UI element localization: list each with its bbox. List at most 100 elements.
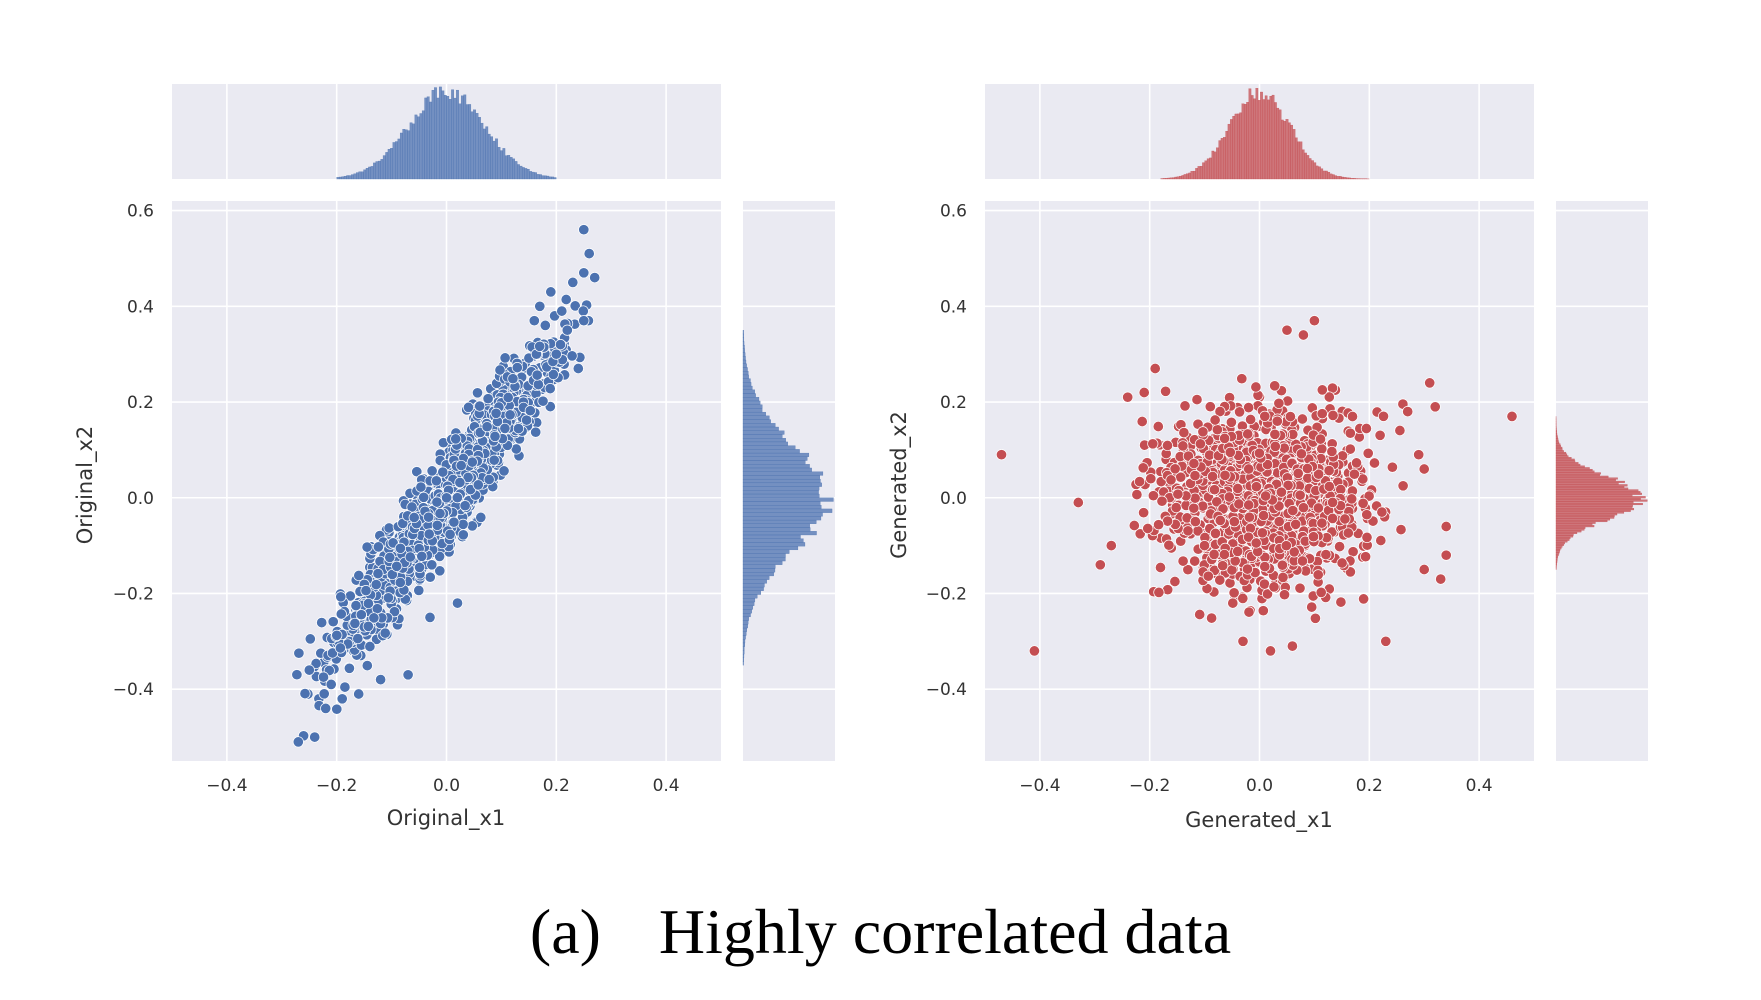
data-point bbox=[1297, 329, 1309, 341]
data-point bbox=[1308, 315, 1320, 327]
y-tick-label: −0.2 bbox=[113, 584, 154, 604]
data-point bbox=[423, 528, 435, 540]
y-histogram-bar bbox=[1555, 520, 1608, 523]
x-histogram-bar bbox=[348, 175, 352, 180]
x-histogram-bar bbox=[487, 133, 491, 180]
x-histogram-bar bbox=[1225, 131, 1229, 180]
y-histogram-bar bbox=[1555, 506, 1633, 509]
y-histogram-bar bbox=[1555, 554, 1559, 557]
original-y-axis-label: Original_x2 bbox=[73, 426, 98, 544]
y-histogram-bar bbox=[742, 330, 744, 335]
y-histogram-bar bbox=[1555, 562, 1557, 565]
data-point bbox=[490, 407, 502, 419]
y-histogram-bar bbox=[1555, 448, 1563, 451]
data-point bbox=[1170, 502, 1182, 514]
data-point bbox=[1368, 457, 1381, 469]
data-point bbox=[545, 286, 557, 298]
x-histogram-bar bbox=[1179, 175, 1182, 180]
data-point bbox=[418, 491, 430, 503]
data-point bbox=[1278, 442, 1290, 454]
data-point bbox=[547, 368, 559, 380]
x-histogram-bar bbox=[463, 94, 467, 180]
x-histogram-bar bbox=[426, 96, 430, 180]
data-point bbox=[1360, 422, 1372, 435]
y-histogram-bar bbox=[1555, 431, 1558, 434]
data-point bbox=[448, 516, 460, 528]
x-histogram-bar bbox=[375, 161, 379, 180]
y-histogram-bar bbox=[1555, 548, 1561, 551]
data-point bbox=[370, 579, 382, 591]
y-histogram-bar bbox=[742, 572, 774, 577]
y-histogram-bar bbox=[742, 460, 806, 465]
data-point bbox=[537, 395, 549, 407]
y-histogram-bar bbox=[742, 575, 770, 580]
x-histogram-bar bbox=[439, 86, 442, 180]
data-point bbox=[471, 387, 484, 399]
y-tick-label: 0.4 bbox=[940, 297, 967, 317]
x-histogram-bar bbox=[363, 169, 367, 180]
data-point bbox=[1198, 540, 1211, 552]
data-point bbox=[1344, 443, 1356, 455]
data-point bbox=[1413, 449, 1425, 461]
data-point bbox=[339, 681, 351, 693]
data-point bbox=[1188, 502, 1200, 514]
y-tick-label: 0.0 bbox=[127, 489, 154, 509]
data-point bbox=[554, 339, 567, 351]
data-point bbox=[1380, 635, 1392, 647]
data-point bbox=[388, 606, 401, 618]
x-histogram-bar bbox=[453, 97, 457, 180]
data-point bbox=[1138, 507, 1150, 519]
x-histogram-bar bbox=[1306, 155, 1310, 180]
y-histogram-bar bbox=[742, 583, 765, 588]
data-point bbox=[1346, 410, 1359, 423]
y-histogram-bar bbox=[1555, 443, 1561, 446]
y-histogram-bar bbox=[1555, 492, 1642, 495]
data-point bbox=[1147, 438, 1159, 450]
x-histogram-bar bbox=[1199, 166, 1203, 180]
x-histogram-bar bbox=[531, 171, 535, 180]
x-histogram-bar bbox=[1290, 124, 1293, 180]
x-histogram-bar bbox=[382, 155, 386, 180]
x-histogram-bar bbox=[536, 174, 540, 180]
x-histogram-bar bbox=[1234, 113, 1238, 180]
x-histogram-bar bbox=[1267, 99, 1270, 180]
data-point bbox=[1209, 527, 1222, 539]
x-tick-label: 0.0 bbox=[433, 776, 460, 796]
data-point bbox=[534, 340, 546, 352]
data-point bbox=[1182, 564, 1194, 576]
data-point bbox=[1350, 457, 1363, 469]
data-point bbox=[561, 324, 573, 336]
data-point bbox=[1316, 517, 1328, 529]
data-point bbox=[1219, 432, 1231, 444]
data-point bbox=[489, 430, 501, 442]
x-histogram-bar bbox=[443, 95, 447, 180]
data-point bbox=[1189, 470, 1201, 482]
data-point bbox=[1137, 462, 1149, 474]
y-histogram-bar bbox=[1555, 552, 1560, 555]
x-histogram-bar bbox=[399, 132, 403, 180]
x-histogram-bar bbox=[1181, 175, 1185, 180]
y-histogram-bar bbox=[742, 341, 745, 346]
y-histogram-bar bbox=[1555, 530, 1582, 533]
x-histogram-bar bbox=[1246, 102, 1249, 180]
y-histogram-bar bbox=[1555, 434, 1558, 437]
x-histogram-bar bbox=[1341, 176, 1344, 180]
x-tick-label: 0.0 bbox=[1246, 776, 1273, 796]
x-tick-label: −0.2 bbox=[1129, 776, 1170, 796]
y-histogram-bar bbox=[742, 486, 820, 491]
data-point bbox=[355, 609, 367, 621]
caption-label: (a) bbox=[529, 896, 601, 967]
x-histogram-bar bbox=[385, 152, 389, 180]
data-point bbox=[1169, 463, 1181, 475]
data-point bbox=[430, 475, 442, 487]
x-histogram-bar bbox=[1218, 140, 1222, 180]
y-histogram-bar bbox=[1555, 468, 1593, 471]
data-point bbox=[1228, 587, 1240, 599]
x-histogram-bar bbox=[492, 140, 496, 180]
data-point bbox=[1243, 511, 1255, 523]
y-histogram-bar bbox=[742, 411, 766, 417]
data-point bbox=[1178, 427, 1190, 439]
data-point bbox=[304, 633, 316, 645]
x-histogram-bar bbox=[1162, 178, 1166, 180]
data-point bbox=[434, 550, 446, 562]
